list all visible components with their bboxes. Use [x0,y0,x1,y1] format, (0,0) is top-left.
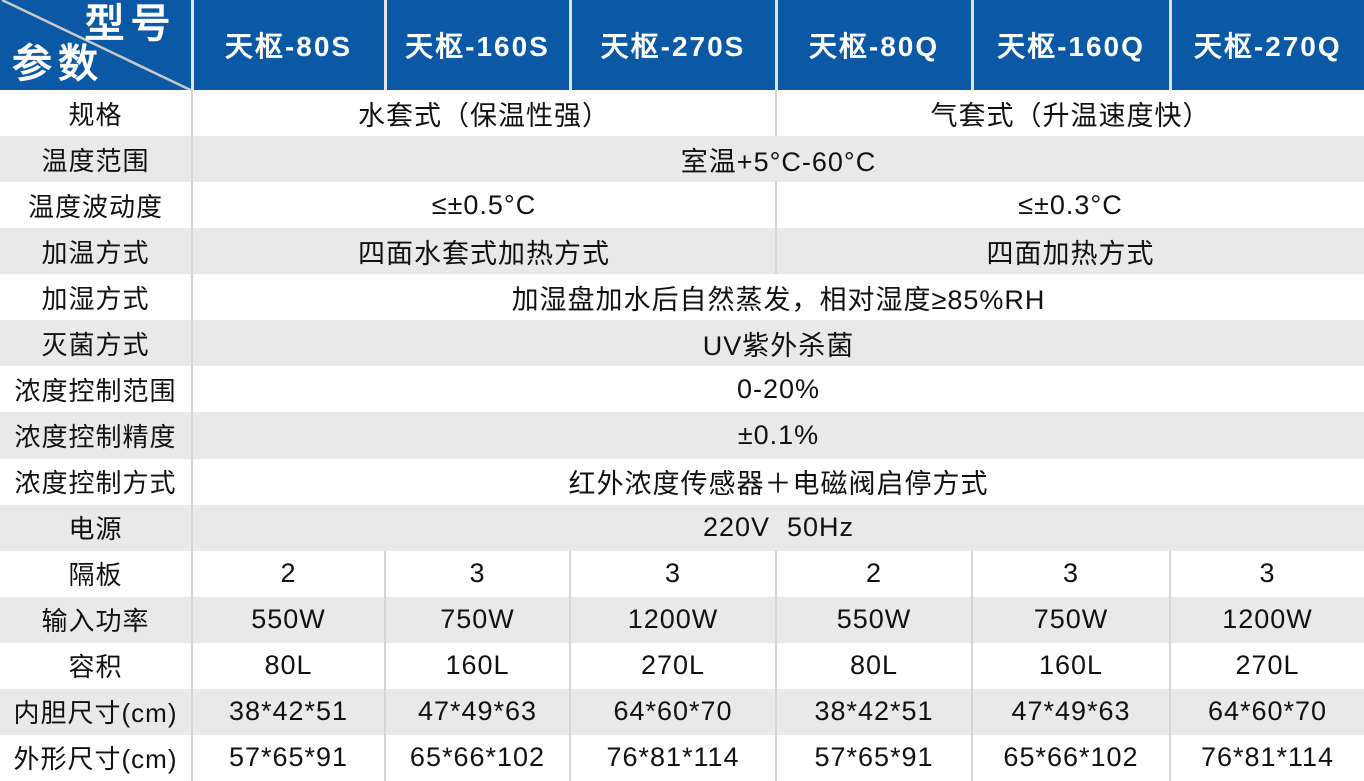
table-row: 内胆尺寸(cm) 38*42*51 47*49*63 64*60*70 38*42*51… [0,688,1364,735]
spec-cell: 水套式（保温性强） [191,90,776,137]
spec-cell: 红外浓度传感器＋电磁阀启停方式 [191,458,1364,505]
table-row: 浓度控制方式 红外浓度传感器＋电磁阀启停方式 [0,458,1364,505]
spec-cell: 750W [971,596,1170,643]
spec-cell: 47*49*63 [971,688,1170,735]
spec-cell: 气套式（升温速度快） [775,90,1364,137]
model-header-6: 天枢-270Q [1168,0,1364,90]
corner-cell: 型号 参数 [0,0,192,90]
table-row: 加湿方式 加湿盘加水后自然蒸发，相对湿度≥85%RH [0,274,1364,321]
spec-cell: 四面水套式加热方式 [191,228,776,275]
model-header-2: 天枢-160S [383,0,570,90]
spec-cell: 57*65*91 [191,734,385,781]
spec-cell: 550W [775,596,972,643]
spec-cell: 1200W [569,596,776,643]
spec-cell: 270L [569,642,776,689]
spec-cell: 57*65*91 [775,734,972,781]
table-row: 加温方式 四面水套式加热方式 四面加热方式 [0,228,1364,275]
spec-cell: 76*81*114 [1169,734,1364,781]
spec-cell: 65*66*102 [971,734,1170,781]
model-header-5: 天枢-160Q [970,0,1170,90]
spec-cell: 0-20% [191,366,1364,413]
row-label: 温度波动度 [27,191,163,222]
spec-cell: 47*49*63 [384,688,570,735]
spec-cell: 80L [191,642,385,689]
row-label: 浓度控制范围 [14,375,177,406]
spec-cell: 220V 50Hz [191,504,1364,551]
spec-cell: 750W [384,596,570,643]
row-label: 外形尺寸(cm) [13,744,178,775]
model-header-1: 天枢-80S [190,0,385,90]
model-header-4: 天枢-80Q [774,0,972,90]
row-label: 加温方式 [41,237,150,268]
spec-cell: 64*60*70 [569,688,776,735]
row-label: 容积 [68,652,123,683]
table-row: 电源 220V 50Hz [0,504,1364,551]
header-row: 型号 参数 天枢-80S 天枢-160S 天枢-270S 天枢-80Q 天枢-160Q 天… [0,0,1364,90]
table-row: 灭菌方式 UV紫外杀菌 [0,320,1364,367]
spec-cell: ≤±0.5°C [191,182,776,229]
table-row: 输入功率 550W 750W 1200W 550W 750W 1200W [0,596,1364,643]
spec-cell: 160L [384,642,570,689]
spec-cell: UV紫外杀菌 [191,320,1364,367]
table-row: 外形尺寸(cm) 57*65*91 65*66*102 76*81*114 57*65*… [0,734,1364,781]
table-row: 浓度控制精度 ±0.1% [0,412,1364,459]
table-row: 规格 水套式（保温性强） 气套式（升温速度快） [0,90,1364,137]
spec-cell: 64*60*70 [1169,688,1364,735]
table-row: 温度波动度 ≤±0.5°C ≤±0.3°C [0,182,1364,229]
diagonal-divider-line [1,0,191,90]
row-label: 浓度控制精度 [14,421,177,452]
spec-cell: ±0.1% [191,412,1364,459]
row-label: 电源 [68,514,123,545]
spec-cell: 550W [191,596,385,643]
spec-cell: 2 [191,550,385,597]
spec-cell: ≤±0.3°C [775,182,1364,229]
spec-cell: 76*81*114 [569,734,776,781]
corner-param-label: 参数 [12,42,104,86]
spec-cell: 2 [775,550,972,597]
corner-model-label: 型号 [84,2,177,46]
spec-cell: 38*42*51 [191,688,385,735]
row-label: 内胆尺寸(cm) [13,698,178,729]
table-row: 隔板 2 3 3 2 3 3 [0,550,1364,597]
spec-cell: 270L [1169,642,1364,689]
row-label: 隔板 [68,560,123,591]
spec-cell: 65*66*102 [384,734,570,781]
spec-cell: 3 [971,550,1170,597]
table-row: 容积 80L 160L 270L 80L 160L 270L [0,642,1364,689]
spec-table-body: 规格 水套式（保温性强） 气套式（升温速度快） 温度范围 室温+5°C-60°C 温度波动… [0,90,1364,781]
row-label: 灭菌方式 [41,329,150,360]
spec-cell: 3 [1169,550,1364,597]
table-row: 浓度控制范围 0-20% [0,366,1364,413]
spec-cell: 38*42*51 [775,688,972,735]
table-row: 温度范围 室温+5°C-60°C [0,136,1364,183]
spec-cell: 1200W [1169,596,1364,643]
spec-cell: 80L [775,642,972,689]
row-label: 规格 [68,99,123,130]
spec-cell: 加湿盘加水后自然蒸发，相对湿度≥85%RH [191,274,1364,321]
spec-cell: 160L [971,642,1170,689]
row-label: 温度范围 [41,145,150,176]
spec-cell: 3 [384,550,570,597]
row-label: 浓度控制方式 [14,468,177,499]
spec-cell: 3 [569,550,776,597]
spec-cell: 室温+5°C-60°C [191,136,1364,183]
row-label: 输入功率 [41,606,150,637]
spec-cell: 四面加热方式 [775,228,1364,275]
model-header-3: 天枢-270S [568,0,776,90]
row-label: 加湿方式 [41,283,150,314]
